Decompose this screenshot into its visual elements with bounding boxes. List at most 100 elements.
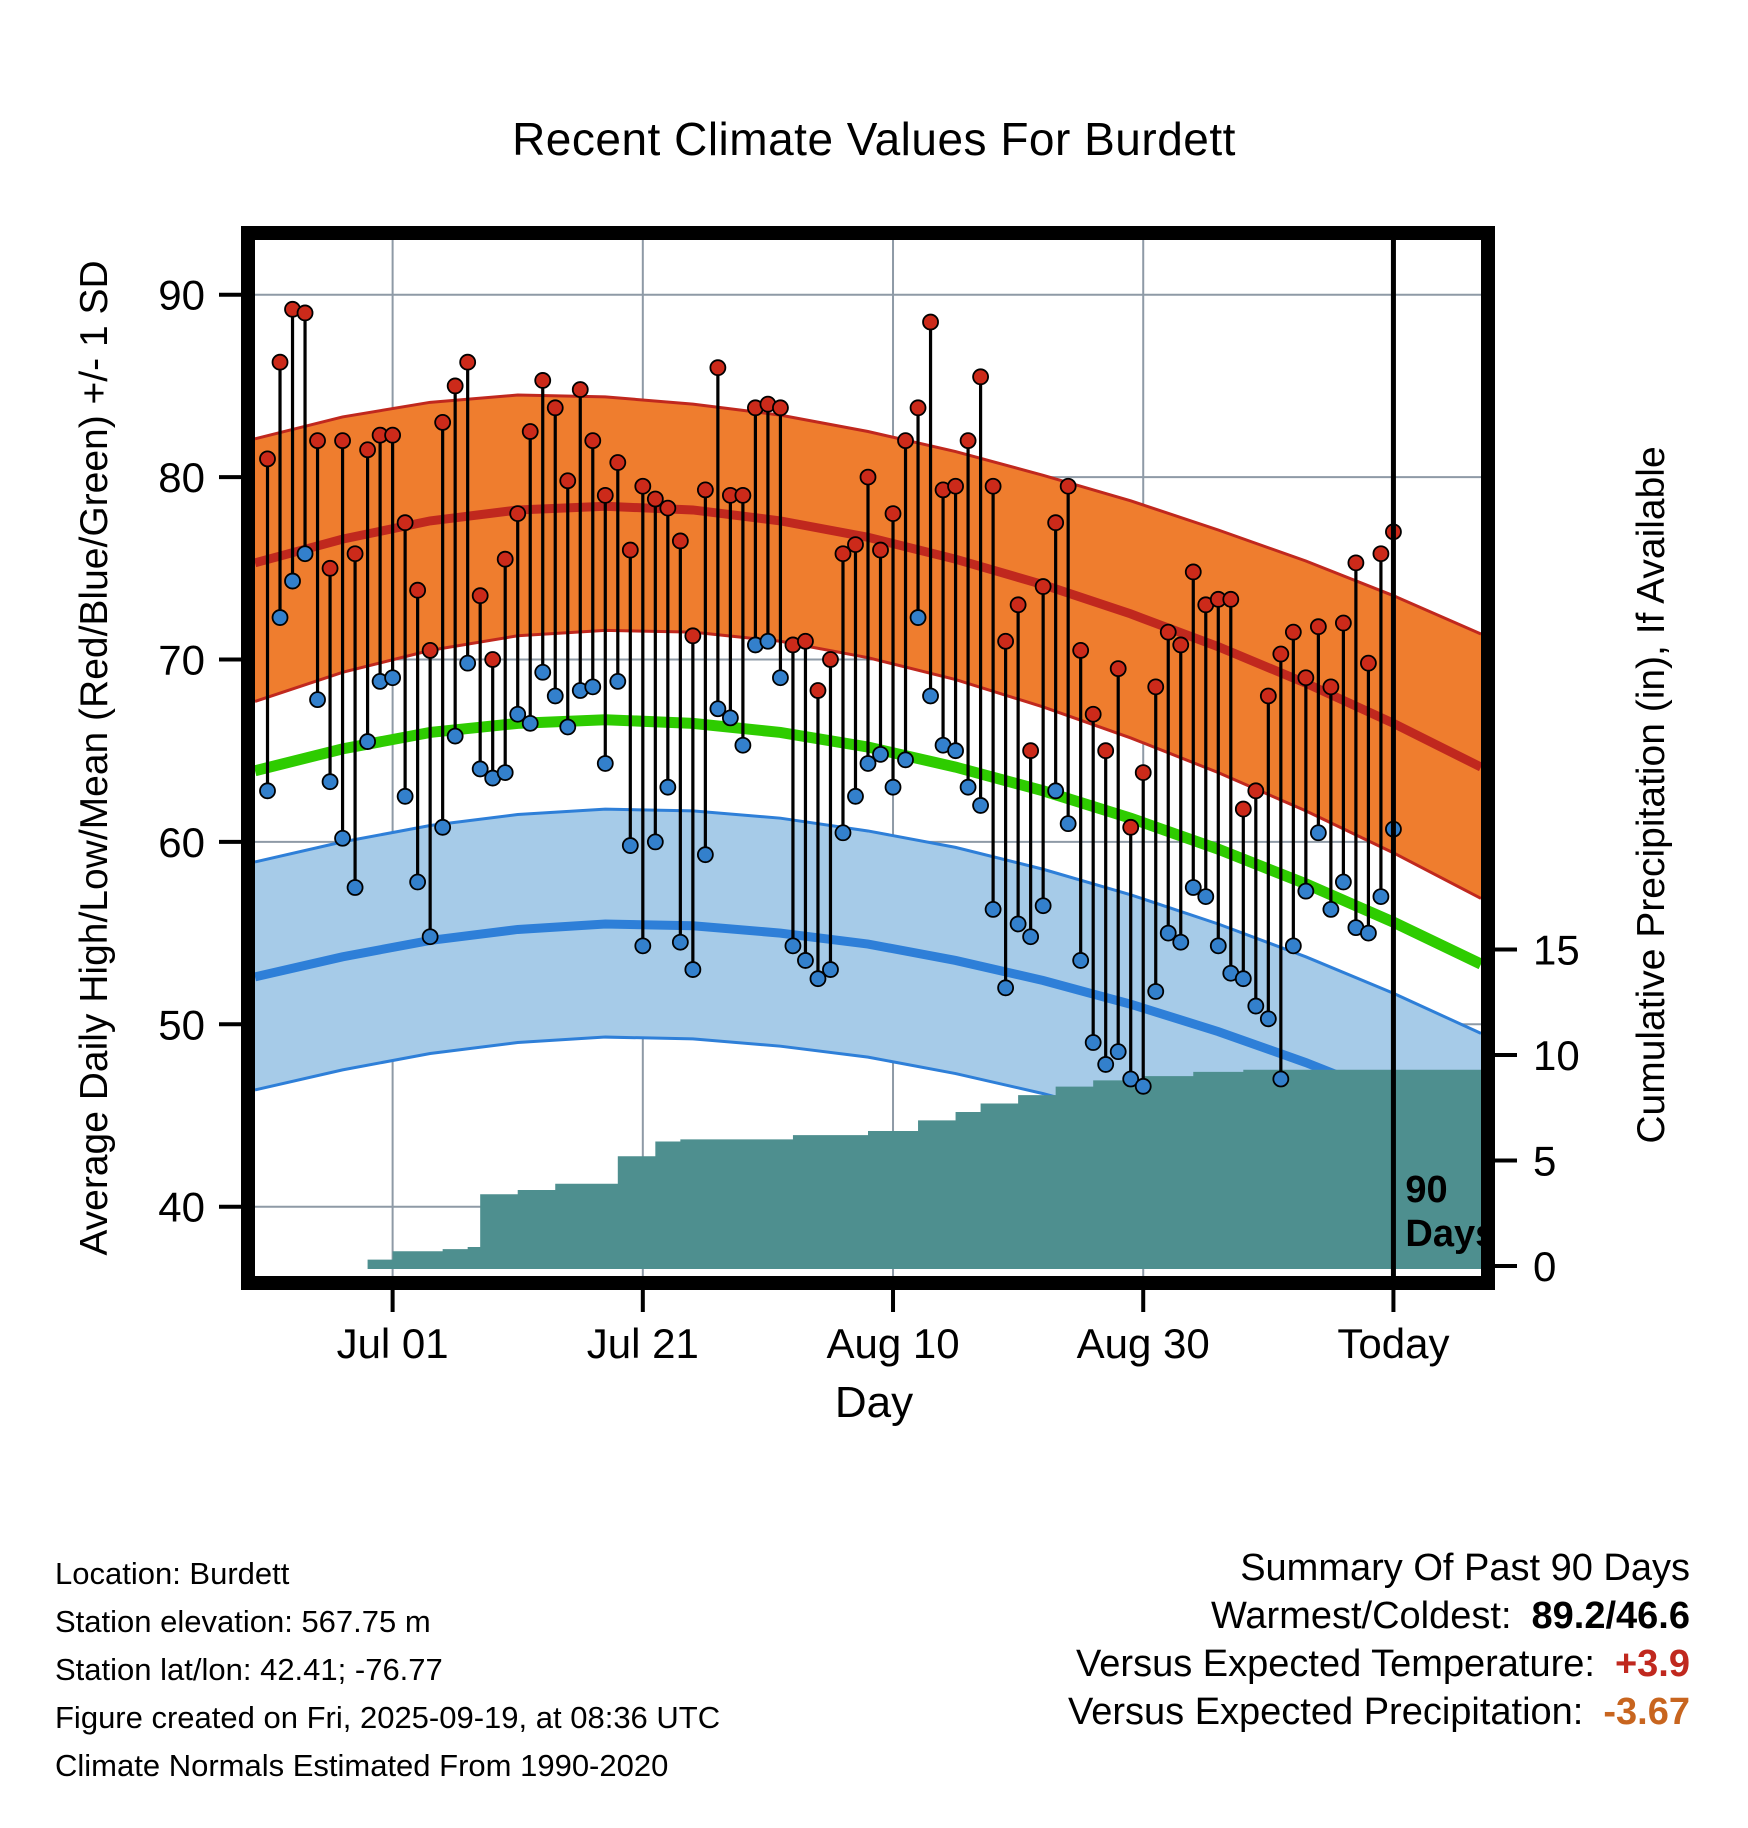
daily-high-dot xyxy=(309,432,326,450)
daily-low-dot xyxy=(609,672,627,690)
daily-high-dot xyxy=(1222,590,1240,608)
daily-low-dot xyxy=(1247,997,1265,1015)
bottom-tick-label: Jul 21 xyxy=(587,1320,699,1367)
low-band-upper-edge xyxy=(254,807,1482,1035)
daily-high-dot xyxy=(884,505,902,522)
daily-low-dot xyxy=(1134,1077,1152,1095)
daily-low-dot xyxy=(309,691,326,709)
daily-low-dot xyxy=(396,787,414,805)
right-tick-label: 0 xyxy=(1533,1243,1556,1290)
daily-low-dot xyxy=(1197,888,1215,906)
daily-high-dot xyxy=(1147,678,1165,696)
daily-high-dot xyxy=(972,368,989,386)
plot-border xyxy=(241,226,1495,1290)
daily-low-dot xyxy=(671,933,689,951)
daily-high-dot xyxy=(696,481,714,499)
daily-high-dot xyxy=(809,682,827,699)
daily-low-dot xyxy=(772,669,789,687)
high-band-upper-edge xyxy=(254,393,1482,636)
daily-low-dot xyxy=(909,609,927,626)
daily-high-dot xyxy=(459,353,477,371)
summary-row-vs-temperature: Versus Expected Temperature: +3.9 xyxy=(1068,1640,1690,1688)
footer-line-normals: Climate Normals Estimated From 1990-2020 xyxy=(55,1748,669,1783)
daily-high-dot xyxy=(434,413,452,431)
daily-low-dot xyxy=(284,572,301,590)
daily-high-dot xyxy=(421,641,439,659)
daily-high-dot xyxy=(709,359,727,377)
daily-low-dot xyxy=(559,718,577,736)
daily-high-dot xyxy=(534,372,552,389)
daily-high-dot xyxy=(734,486,752,504)
daily-low-dot xyxy=(897,751,914,769)
daily-high-dot xyxy=(409,581,427,599)
summary-row-vs-precipitation: Versus Expected Precipitation: -3.67 xyxy=(1068,1688,1690,1736)
daily-high-dot xyxy=(346,545,364,563)
left-tick-label: 60 xyxy=(158,819,205,866)
summary-title: Summary Of Past 90 Days xyxy=(1240,1547,1690,1589)
summary-row-label: Versus Expected Temperature: xyxy=(1076,1643,1595,1685)
daily-low-dot xyxy=(546,687,564,705)
daily-high-dot xyxy=(1122,818,1140,836)
daily-low-dot xyxy=(271,609,289,626)
daily-high-dot xyxy=(1022,742,1040,760)
daily-low-dot xyxy=(1297,882,1315,900)
daily-low-dot xyxy=(1059,815,1077,833)
daily-high-dot xyxy=(847,536,864,553)
daily-high-dot xyxy=(872,541,889,559)
left-tick-label: 70 xyxy=(158,637,205,684)
low-temp-band xyxy=(255,809,1481,1249)
daily-low-dot xyxy=(634,937,652,955)
daily-high-dot xyxy=(1084,705,1102,723)
bottom-tick-label: Aug 10 xyxy=(826,1320,959,1367)
daily-low-dot xyxy=(922,687,939,705)
daily-high-dot xyxy=(1247,782,1265,800)
daily-low-dot xyxy=(1334,873,1352,891)
daily-low-dot xyxy=(872,745,889,763)
daily-high-dot xyxy=(1259,687,1277,705)
daily-low-dot xyxy=(1009,915,1027,933)
summary-row-value: +3.9 xyxy=(1614,1643,1690,1685)
summary-row-label: Versus Expected Precipitation: xyxy=(1067,1691,1584,1733)
bottom-tick-label: Jul 01 xyxy=(337,1320,449,1367)
daily-highs-lows xyxy=(259,300,1402,1095)
daily-low-dot xyxy=(734,736,752,754)
daily-high-dot xyxy=(1072,641,1090,659)
daily-high-dot xyxy=(797,632,814,650)
daily-high-dot xyxy=(634,477,652,495)
daily-low-dot xyxy=(684,961,702,978)
daily-low-dot xyxy=(1072,952,1090,969)
daily-high-dot xyxy=(584,432,602,450)
daily-low-dot xyxy=(509,705,527,723)
daily-low-dot xyxy=(471,760,489,778)
daily-high-dot xyxy=(621,541,639,559)
daily-high-dot xyxy=(359,441,376,459)
daily-low-dot xyxy=(459,654,477,672)
daily-low-dot xyxy=(1209,937,1227,955)
daily-high-dot xyxy=(1059,477,1077,495)
daily-high-dot xyxy=(659,499,677,517)
daily-low-dot xyxy=(984,900,1002,918)
daily-high-dot xyxy=(496,550,514,568)
daily-high-dot xyxy=(959,432,977,450)
daily-low-dot xyxy=(809,970,827,988)
daily-high-dot xyxy=(1047,514,1065,532)
daily-low-dot xyxy=(421,928,439,946)
daily-high-dot xyxy=(909,399,927,417)
daily-low-dot xyxy=(822,961,839,978)
daily-low-dot xyxy=(1322,900,1340,918)
footer-line-location: Location: Burdett xyxy=(55,1556,290,1591)
daily-high-dot xyxy=(446,377,464,395)
daily-high-dot xyxy=(471,587,489,605)
footer-line-latlon: Station lat/lon: 42.41; -76.77 xyxy=(55,1652,443,1687)
daily-high-dot xyxy=(1297,669,1315,687)
daily-high-dot xyxy=(1184,563,1202,581)
daily-low-dot xyxy=(1147,983,1165,1000)
daily-high-dot xyxy=(321,559,339,577)
daily-low-dot xyxy=(1159,924,1177,942)
left-tick-label: 90 xyxy=(158,272,205,319)
daily-high-dot xyxy=(296,304,314,322)
left-axis-title: Average Daily High/Low/Mean (Red/Blue/Gr… xyxy=(73,260,116,1256)
daily-low-dot xyxy=(784,937,802,955)
daily-high-dot xyxy=(671,532,689,550)
